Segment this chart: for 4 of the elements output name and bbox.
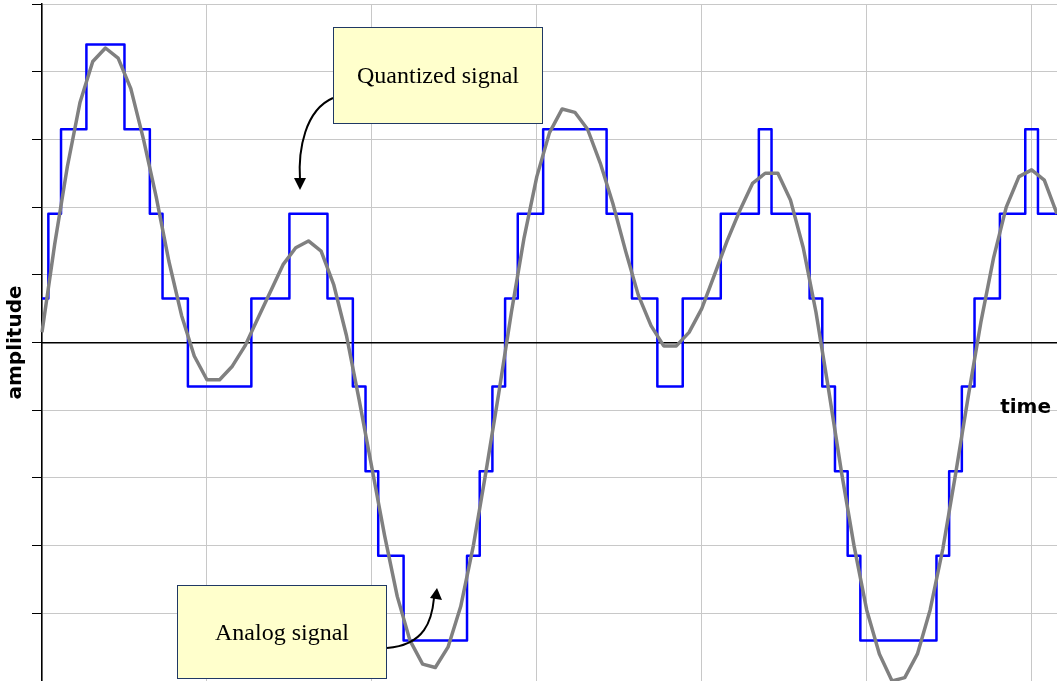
x-axis-title: time xyxy=(1000,393,1051,418)
y-axis-title: amplitude xyxy=(2,285,27,400)
callout-box: Analog signal xyxy=(177,585,387,679)
callout-box: Quantized signal xyxy=(333,27,543,124)
